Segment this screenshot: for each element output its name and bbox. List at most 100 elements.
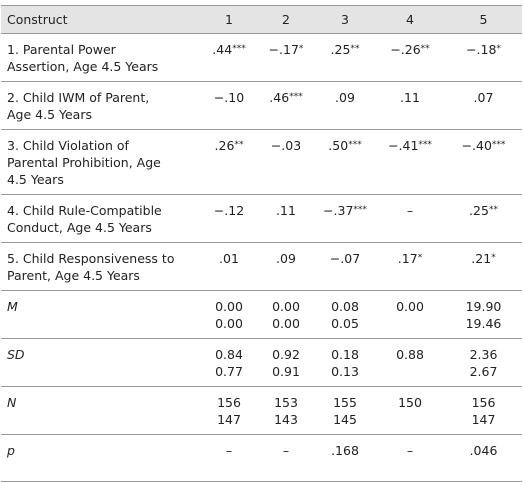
cell: −.17*: [257, 33, 315, 82]
cell: 0.00 0.00: [257, 290, 315, 339]
cell-line: 0.05: [331, 316, 359, 331]
row-label: 2. Child IWM of Parent, Age 4.5 Years: [1, 81, 201, 130]
row-label: 5. Child Responsiveness to Parent, Age 4.…: [1, 242, 201, 291]
table-row: 4. Child Rule-Compatible Conduct, Age 4.5…: [1, 194, 522, 243]
cell: .46***: [257, 81, 315, 130]
cell: .44***: [201, 33, 257, 82]
cell-line: 19.46: [465, 316, 502, 331]
cell-line: −.37***: [323, 203, 367, 218]
cell: 155 145: [315, 386, 375, 435]
cell-line: 1. Parental Power: [7, 42, 116, 57]
cell: 19.90 19.46: [445, 290, 522, 339]
cell-line: 150: [398, 395, 422, 410]
cell-line: Parental Prohibition, Age: [7, 155, 161, 170]
cell-line: 5. Child Responsiveness to: [7, 251, 175, 266]
cell: .11: [257, 194, 315, 243]
cell: 0.84 0.77: [201, 338, 257, 387]
row-label: 3. Child Violation of Parental Prohibitio…: [1, 129, 201, 195]
cell: .09: [257, 242, 315, 291]
page: Construct 1 2 3 4 5 1. Parental Power Assertio…: [0, 5, 523, 482]
cell-line: .11: [276, 203, 296, 218]
cell-line: 19.90: [465, 299, 502, 314]
cell-line: 4.5 Years: [7, 172, 64, 187]
results-table: Construct 1 2 3 4 5 1. Parental Power Assertio…: [1, 5, 522, 482]
column-header: 4: [375, 5, 445, 34]
cell-line: .09: [335, 90, 355, 105]
cell: .168: [315, 434, 375, 482]
cell-line: 147: [471, 412, 496, 427]
cell: −.18*: [445, 33, 522, 82]
cell-line: 0.00: [272, 299, 300, 314]
cell: 0.18 0.13: [315, 338, 375, 387]
cell: 150: [375, 386, 445, 435]
cell-line: 0.00: [215, 299, 243, 314]
row-label: M: [1, 290, 201, 339]
table-header: Construct 1 2 3 4 5: [1, 5, 522, 34]
row-label: SD: [1, 338, 201, 387]
cell-line: Assertion, Age 4.5 Years: [7, 59, 159, 74]
cell-line: −.03: [270, 138, 302, 153]
cell: –: [257, 434, 315, 482]
cell: −.40***: [445, 129, 522, 195]
cell-line: −.18*: [466, 42, 501, 57]
cell: 0.08 0.05: [315, 290, 375, 339]
cell: −.10: [201, 81, 257, 130]
cell-line: −.07: [329, 251, 361, 266]
cell: 2.36 2.67: [445, 338, 522, 387]
cell-line: 153: [274, 395, 298, 410]
row-label: N: [1, 386, 201, 435]
cell: 0.00: [375, 290, 445, 339]
cell-line: SD: [7, 347, 25, 362]
cell-line: .09: [276, 251, 296, 266]
cell-line: 2. Child IWM of Parent,: [7, 90, 150, 105]
table-row: 1. Parental Power Assertion, Age 4.5 Year…: [1, 33, 522, 82]
cell: .25**: [445, 194, 522, 243]
cell-line: –: [406, 203, 414, 218]
header-row: Construct 1 2 3 4 5: [1, 5, 522, 34]
cell-line: .168: [331, 443, 359, 458]
cell-line: .50***: [328, 138, 362, 153]
cell: .046: [445, 434, 522, 482]
cell-line: −.26**: [390, 42, 430, 57]
cell-line: 0.77: [215, 364, 243, 379]
cell-line: –: [406, 443, 414, 458]
cell-line: N: [7, 395, 17, 410]
cell-line: 156: [217, 395, 241, 410]
table-row: N 156 147 153 143 155 145 150 156 147: [1, 386, 522, 435]
cell-line: 145: [333, 412, 357, 427]
cell: −.37***: [315, 194, 375, 243]
cell: –: [201, 434, 257, 482]
cell-line: –: [225, 443, 233, 458]
cell-line: 155: [333, 395, 357, 410]
cell-line: .44***: [212, 42, 246, 57]
cell-line: −.12: [213, 203, 245, 218]
cell-line: .25**: [330, 42, 360, 57]
cell-line: 0.00: [396, 299, 424, 314]
cell: 156 147: [201, 386, 257, 435]
table-body: 1. Parental Power Assertion, Age 4.5 Year…: [1, 33, 522, 482]
cell-line: .25**: [469, 203, 498, 218]
cell-line: M: [7, 299, 18, 314]
row-label: 4. Child Rule-Compatible Conduct, Age 4.5…: [1, 194, 201, 243]
cell-line: −.10: [213, 90, 245, 105]
column-header: 1: [201, 5, 257, 34]
cell-line: .26**: [214, 138, 244, 153]
cell-line: .46***: [269, 90, 303, 105]
cell-line: 0.92: [272, 347, 300, 362]
cell-line: −.41***: [388, 138, 432, 153]
cell-line: 0.08: [331, 299, 359, 314]
cell-line: 0.84: [215, 347, 243, 362]
row-label: p: [1, 434, 201, 482]
column-header: Construct: [1, 5, 201, 34]
row-label: 1. Parental Power Assertion, Age 4.5 Year…: [1, 33, 201, 82]
cell-line: 156: [471, 395, 496, 410]
cell-line: 0.18: [331, 347, 359, 362]
cell-line: 2.36: [469, 347, 498, 362]
cell-line: p: [7, 443, 15, 458]
cell: 0.92 0.91: [257, 338, 315, 387]
cell: 153 143: [257, 386, 315, 435]
cell-line: −.17*: [268, 42, 304, 57]
table-row: p – – .168 – .046: [1, 434, 522, 482]
table-row: 2. Child IWM of Parent, Age 4.5 Years −.10…: [1, 81, 522, 130]
cell-line: Conduct, Age 4.5 Years: [7, 220, 152, 235]
